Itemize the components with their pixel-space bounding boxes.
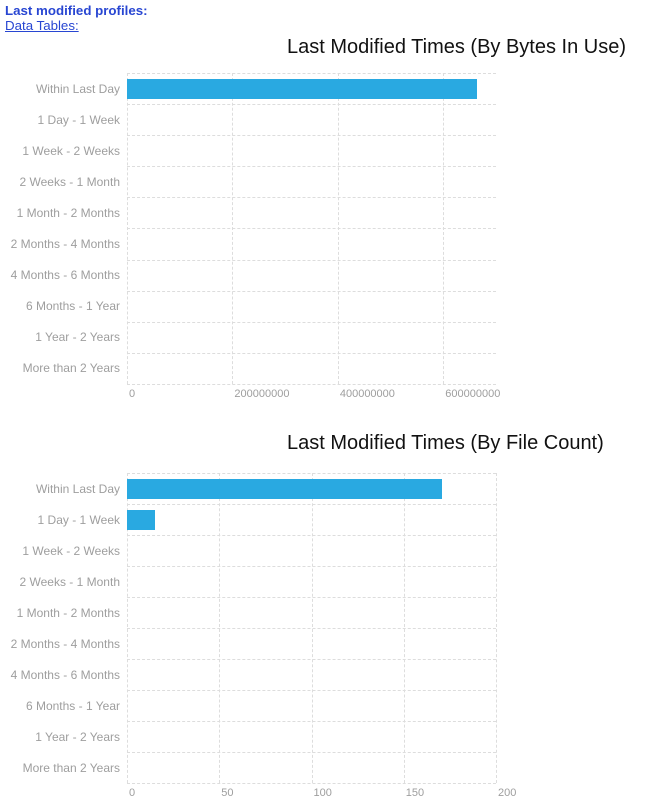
category-label: 2 Months - 4 Months [10,636,120,651]
x-tick-label: 50 [221,787,234,799]
plot-area: 0 50 100 150 200 [127,473,516,799]
category-label: 1 Day - 1 Week [37,112,120,127]
bar-row [127,228,496,259]
category-label: 2 Weeks - 1 Month [19,174,121,189]
category-label: 1 Week - 2 Weeks [22,143,120,158]
bar-row [127,135,496,166]
plot-area: 0 200000000 400000000 600000000 [127,73,500,400]
category-axis: Within Last Day 1 Day - 1 Week 1 Week - 2 … [0,73,120,384]
category-label: 4 Months - 6 Months [10,667,120,682]
last-modified-profiles-heading: Last modified profiles: [5,3,148,18]
bar-row [127,690,496,721]
x-tick-label: 150 [405,787,425,799]
bar-row [127,259,496,291]
x-tick-label: 600000000 [445,388,501,400]
x-tick-label: 0 [129,388,136,400]
data-tables-link[interactable]: Data Tables: [5,18,79,33]
bar-row [127,504,496,535]
bar-row [127,197,496,228]
page-header: Last modified profiles: Data Tables: [5,3,148,33]
x-tick-label: 200000000 [234,388,290,400]
category-label: 2 Weeks - 1 Month [19,574,121,589]
category-label: 1 Year - 2 Years [35,330,120,345]
bar-row [127,104,496,135]
bar-row [127,659,496,690]
x-tick-label: 0 [129,787,136,799]
category-axis: Within Last Day 1 Day - 1 Week 1 Week - 2 … [0,473,120,783]
bar-row [127,473,496,504]
category-label: 6 Months - 1 Year [25,698,120,713]
bar-row [127,352,496,384]
x-tick-label: 100 [313,787,332,799]
category-label: 1 Year - 2 Years [35,729,120,744]
bar-row [127,321,496,353]
category-label: 6 Months - 1 Year [25,299,120,314]
chart-title-file-count: Last Modified Times (By File Count) [287,432,604,454]
bar-row [127,535,496,566]
bar-row [127,597,496,628]
x-tick-label: 400000000 [339,388,395,400]
category-label: More than 2 Years [22,361,120,376]
category-label: More than 2 Years [22,760,120,775]
bar[interactable] [127,510,155,530]
category-label: 1 Week - 2 Weeks [22,543,120,558]
bar-row [127,721,496,752]
bar-row [127,566,496,597]
category-label: 1 Month - 2 Months [16,605,120,620]
category-label: Within Last Day [35,81,120,96]
x-gridline [496,473,497,783]
chart-title-bytes: Last Modified Times (By Bytes In Use) [287,36,627,58]
category-label: 1 Day - 1 Week [37,512,120,527]
x-tick-label: 200 [498,787,517,799]
category-label: 2 Months - 4 Months [10,237,120,252]
bar[interactable] [127,479,443,499]
bar-row [127,752,496,783]
category-label: 4 Months - 6 Months [10,268,120,283]
bar-row [127,73,496,104]
bar-row [127,290,496,322]
bar-row [127,166,496,197]
bar-row [127,628,496,659]
category-label: 1 Month - 2 Months [16,205,120,220]
bar[interactable] [127,79,478,100]
category-label: Within Last Day [35,481,120,496]
